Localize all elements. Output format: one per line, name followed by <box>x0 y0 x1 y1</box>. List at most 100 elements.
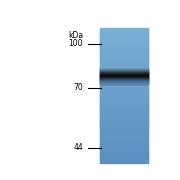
Bar <box>100 81 148 82</box>
Bar <box>100 76 148 77</box>
Bar <box>100 141 148 142</box>
Bar <box>100 61 148 62</box>
Bar <box>100 79 148 80</box>
Bar <box>100 98 148 100</box>
Bar <box>100 70 148 71</box>
Bar <box>100 76 148 77</box>
Bar <box>100 159 148 160</box>
Bar <box>100 139 148 140</box>
Bar <box>100 59 148 60</box>
Bar <box>100 94 148 96</box>
Bar <box>100 146 148 147</box>
Bar <box>100 71 148 72</box>
Bar <box>100 68 148 69</box>
Bar <box>100 122 148 124</box>
Bar <box>100 39 148 40</box>
Bar <box>100 116 148 118</box>
Bar <box>100 71 148 72</box>
Bar <box>100 33 148 35</box>
Bar <box>100 161 148 163</box>
Bar <box>100 58 148 59</box>
Bar <box>100 87 148 88</box>
Bar <box>100 128 148 129</box>
Bar <box>100 96 148 98</box>
Bar <box>100 31 148 33</box>
Bar <box>100 84 148 85</box>
Bar <box>100 39 148 40</box>
Bar <box>100 121 148 122</box>
Text: 100: 100 <box>69 39 83 48</box>
Bar <box>100 151 148 152</box>
Bar <box>100 149 148 150</box>
Bar <box>100 142 148 143</box>
Bar <box>100 75 148 76</box>
Bar <box>100 82 148 83</box>
Bar <box>100 54 148 55</box>
Bar <box>100 62 148 63</box>
Bar <box>100 106 148 107</box>
Bar <box>100 64 148 65</box>
Bar <box>100 100 148 101</box>
Bar <box>100 53 148 54</box>
Bar <box>100 98 148 99</box>
Bar <box>100 125 148 126</box>
Bar <box>100 41 148 42</box>
Bar <box>100 77 148 78</box>
Bar <box>100 158 148 159</box>
Bar <box>100 110 148 112</box>
Text: 44: 44 <box>73 143 83 152</box>
Bar <box>100 160 148 161</box>
Bar <box>100 57 148 58</box>
Bar <box>100 56 148 57</box>
Bar <box>100 126 148 127</box>
Bar <box>100 90 148 91</box>
Bar <box>100 72 148 73</box>
Bar <box>100 29 148 30</box>
Bar <box>100 133 148 134</box>
Bar <box>100 104 148 105</box>
Bar <box>100 137 148 138</box>
Bar <box>100 52 148 53</box>
Bar <box>100 73 148 74</box>
Bar <box>100 74 148 75</box>
Bar <box>100 137 148 138</box>
Bar <box>100 33 148 34</box>
Bar <box>100 139 148 140</box>
Bar <box>100 64 148 65</box>
Bar <box>100 105 148 106</box>
Bar <box>100 28 148 29</box>
Bar <box>100 38 148 39</box>
Bar <box>100 151 148 152</box>
Bar <box>100 130 148 132</box>
Bar <box>100 82 148 83</box>
Bar <box>100 120 148 121</box>
Bar <box>100 72 148 73</box>
Bar <box>100 70 148 71</box>
Bar <box>100 130 148 131</box>
Bar <box>100 136 148 137</box>
Bar <box>100 102 148 103</box>
Bar <box>100 135 148 136</box>
Bar <box>100 60 148 61</box>
Bar <box>100 55 148 57</box>
Bar <box>100 134 148 135</box>
Bar <box>100 115 148 116</box>
Bar <box>100 153 148 154</box>
Bar <box>100 112 148 114</box>
Bar <box>100 106 148 108</box>
Bar <box>100 83 148 84</box>
Bar <box>100 118 148 119</box>
Bar <box>100 157 148 158</box>
Bar <box>100 73 148 74</box>
Bar <box>100 90 148 91</box>
Bar <box>100 82 148 84</box>
Bar <box>100 114 148 115</box>
Bar <box>100 152 148 153</box>
Bar <box>100 155 148 156</box>
Bar <box>100 70 148 71</box>
Bar <box>100 71 148 72</box>
Bar <box>100 72 148 73</box>
Bar <box>100 138 148 139</box>
Bar <box>100 122 148 123</box>
Bar <box>100 83 148 84</box>
